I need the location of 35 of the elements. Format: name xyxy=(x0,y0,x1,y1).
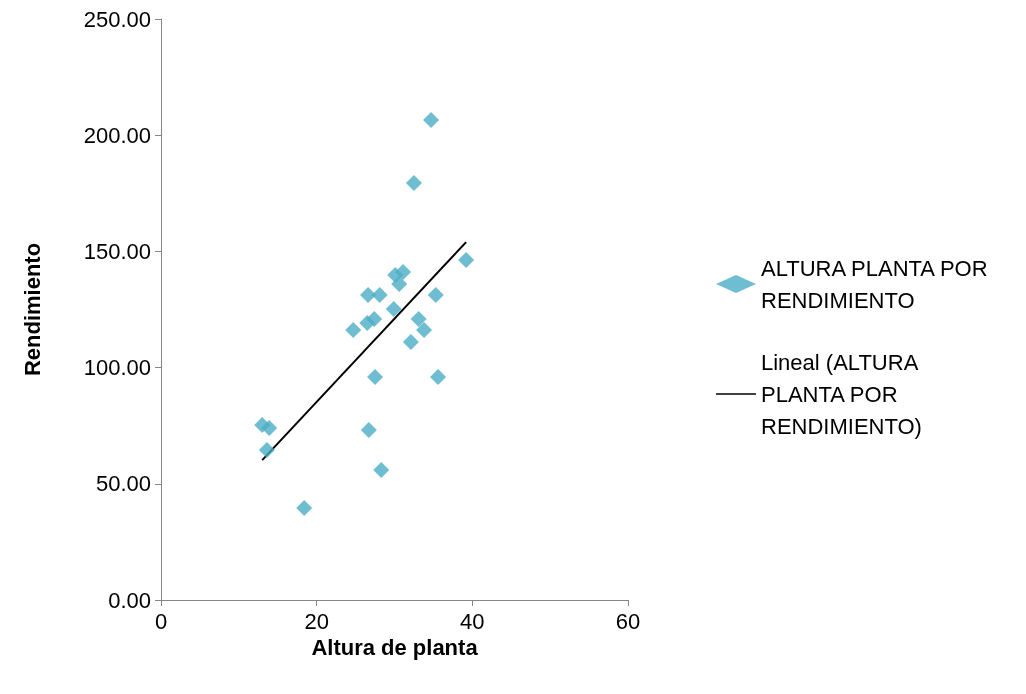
point xyxy=(385,301,402,318)
point xyxy=(423,112,440,129)
x-tick-label: 20 xyxy=(304,608,329,634)
point xyxy=(261,420,278,437)
point xyxy=(371,287,388,304)
x-tick-label: 0 xyxy=(154,608,168,634)
legend-label: ALTURA PLANTA POR RENDIMIENTO xyxy=(761,255,994,313)
point xyxy=(345,321,362,338)
y-tick-label: 200.00 xyxy=(83,122,151,148)
point xyxy=(430,368,447,385)
legend-label: Lineal (ALTURA PLANTA POR RENDIMIENTO) xyxy=(761,349,924,439)
point xyxy=(405,175,422,192)
point xyxy=(391,275,408,292)
point xyxy=(359,314,376,331)
y-tick-label: 150.00 xyxy=(83,238,151,264)
point xyxy=(395,264,412,281)
point xyxy=(427,287,444,304)
y-tick-label: 250.00 xyxy=(83,6,151,32)
x-tick-label: 60 xyxy=(615,608,641,634)
point xyxy=(416,321,433,338)
point xyxy=(360,422,377,439)
y-tick-label: 50.00 xyxy=(95,471,151,497)
point xyxy=(410,311,427,328)
y-tick-label: 0.00 xyxy=(108,587,151,613)
point xyxy=(373,462,390,479)
point xyxy=(402,334,419,351)
point xyxy=(258,442,275,459)
point xyxy=(367,368,384,385)
point xyxy=(360,287,377,304)
x-axis-title: Altura de planta xyxy=(311,635,479,661)
point xyxy=(296,499,313,516)
y-axis-title: Rendimiento xyxy=(19,242,45,377)
point xyxy=(458,252,475,268)
y-tick-label: 100.00 xyxy=(83,355,151,381)
x-tick-label: 40 xyxy=(460,608,485,634)
